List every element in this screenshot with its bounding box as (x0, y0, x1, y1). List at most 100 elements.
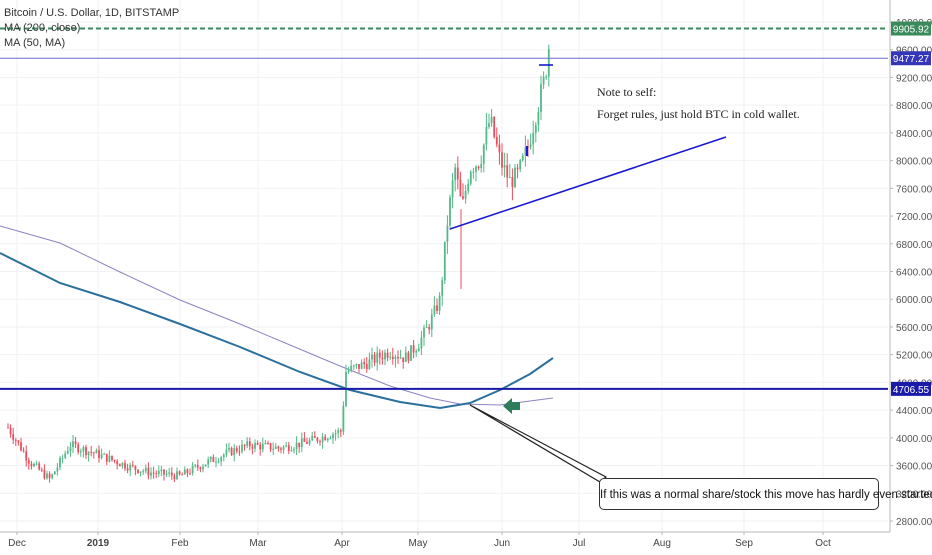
candle-body (280, 448, 282, 450)
y-tick-label: 8800.00 (896, 101, 932, 112)
candle-body (508, 177, 511, 179)
candle-body (51, 474, 54, 479)
x-tick-label: Sep (735, 538, 753, 549)
candle-body (77, 444, 80, 453)
candle-body (358, 364, 360, 369)
candle-body (121, 462, 124, 467)
candle-body (225, 449, 228, 455)
x-tick-label: Feb (171, 538, 189, 549)
x-tick-label: Dec (8, 538, 26, 549)
chart-legend: Bitcoin / U.S. Dollar, 1D, BITSTAMP MA (… (4, 6, 179, 51)
candle-body (90, 451, 93, 453)
candle-body (381, 357, 384, 360)
candle-body (503, 165, 506, 168)
y-tick-label: 2800.00 (896, 517, 932, 528)
candle-body (64, 453, 67, 458)
candle-body (436, 305, 438, 311)
candle-body (386, 352, 389, 358)
candle-body (451, 180, 454, 198)
trendline[interactable] (449, 136, 727, 230)
candle-body (160, 469, 163, 472)
candle-body (547, 49, 550, 77)
candle-body (92, 452, 95, 454)
x-tick-label: Oct (815, 538, 831, 549)
candle-body (131, 464, 134, 466)
candle-body (248, 441, 251, 447)
candle-body (261, 443, 264, 450)
x-tick-label: Apr (334, 538, 350, 549)
candle-body (269, 443, 272, 450)
candle-body (287, 445, 290, 452)
candle-body (342, 406, 345, 432)
candle-body (449, 197, 451, 226)
candle-body (506, 165, 509, 178)
candle-body (170, 472, 173, 476)
candle-body (469, 172, 472, 184)
candle-body (238, 451, 241, 453)
y-tick-label: 7200.00 (896, 212, 932, 223)
candle-body (376, 352, 379, 363)
candle-body (337, 430, 340, 434)
candle-body (399, 357, 402, 359)
candle-body (272, 448, 275, 450)
candle-body (199, 467, 202, 470)
candle-body (326, 438, 329, 441)
candle-body (363, 362, 366, 365)
candle-body (74, 441, 77, 445)
candle-body (25, 451, 28, 461)
candle-body (186, 469, 189, 474)
candle-body (207, 459, 210, 465)
candle-body (228, 447, 230, 450)
candle-body (241, 444, 243, 452)
candle-body (298, 442, 301, 448)
y-tick-label: 9200.00 (896, 73, 932, 84)
candle-body (428, 327, 431, 330)
candle-body (191, 465, 194, 474)
candle-body (311, 436, 314, 441)
candle-body (251, 446, 254, 449)
candle-body (222, 454, 225, 458)
price-label-1: 9905.92 (893, 25, 930, 36)
x-tick-label: Jul (573, 538, 586, 549)
candle-body (285, 445, 288, 447)
candle-body (129, 464, 132, 471)
candle-body (373, 354, 376, 363)
x-tick-label: 2019 (87, 538, 110, 549)
y-tick-label: 3200.00 (896, 489, 932, 500)
note-title: Note to self: (597, 85, 657, 99)
candle-body (59, 457, 61, 468)
candle-body (485, 126, 488, 145)
candle-body (134, 465, 137, 470)
candle-body (118, 464, 121, 467)
candle-body (256, 442, 259, 445)
candle-body (40, 469, 43, 471)
candle-body (183, 469, 186, 475)
candle-body (441, 280, 444, 296)
candle-body (425, 327, 428, 329)
candle-body (402, 357, 405, 363)
candle-body (410, 345, 412, 361)
y-tick-label: 4000.00 (896, 434, 932, 445)
candle-body (124, 462, 126, 469)
candle-body (178, 471, 181, 475)
note-body: Forget rules, just hold BTC in cold wall… (597, 107, 800, 121)
candle-body (407, 352, 410, 361)
candle-body (295, 442, 298, 449)
candle-body (321, 436, 324, 443)
candle-body (27, 460, 30, 464)
candle-body (389, 356, 392, 358)
candle-body (155, 473, 158, 475)
candle-body (397, 356, 399, 359)
candle-body (150, 472, 152, 476)
candle-body (347, 370, 350, 373)
candle-body (157, 471, 160, 474)
candle-body (446, 225, 449, 242)
candle-body (495, 136, 498, 145)
candle-body (43, 469, 46, 479)
candle-body (35, 463, 38, 465)
candle-body (139, 471, 142, 473)
candle-body (516, 167, 519, 170)
candle-body (116, 461, 119, 465)
